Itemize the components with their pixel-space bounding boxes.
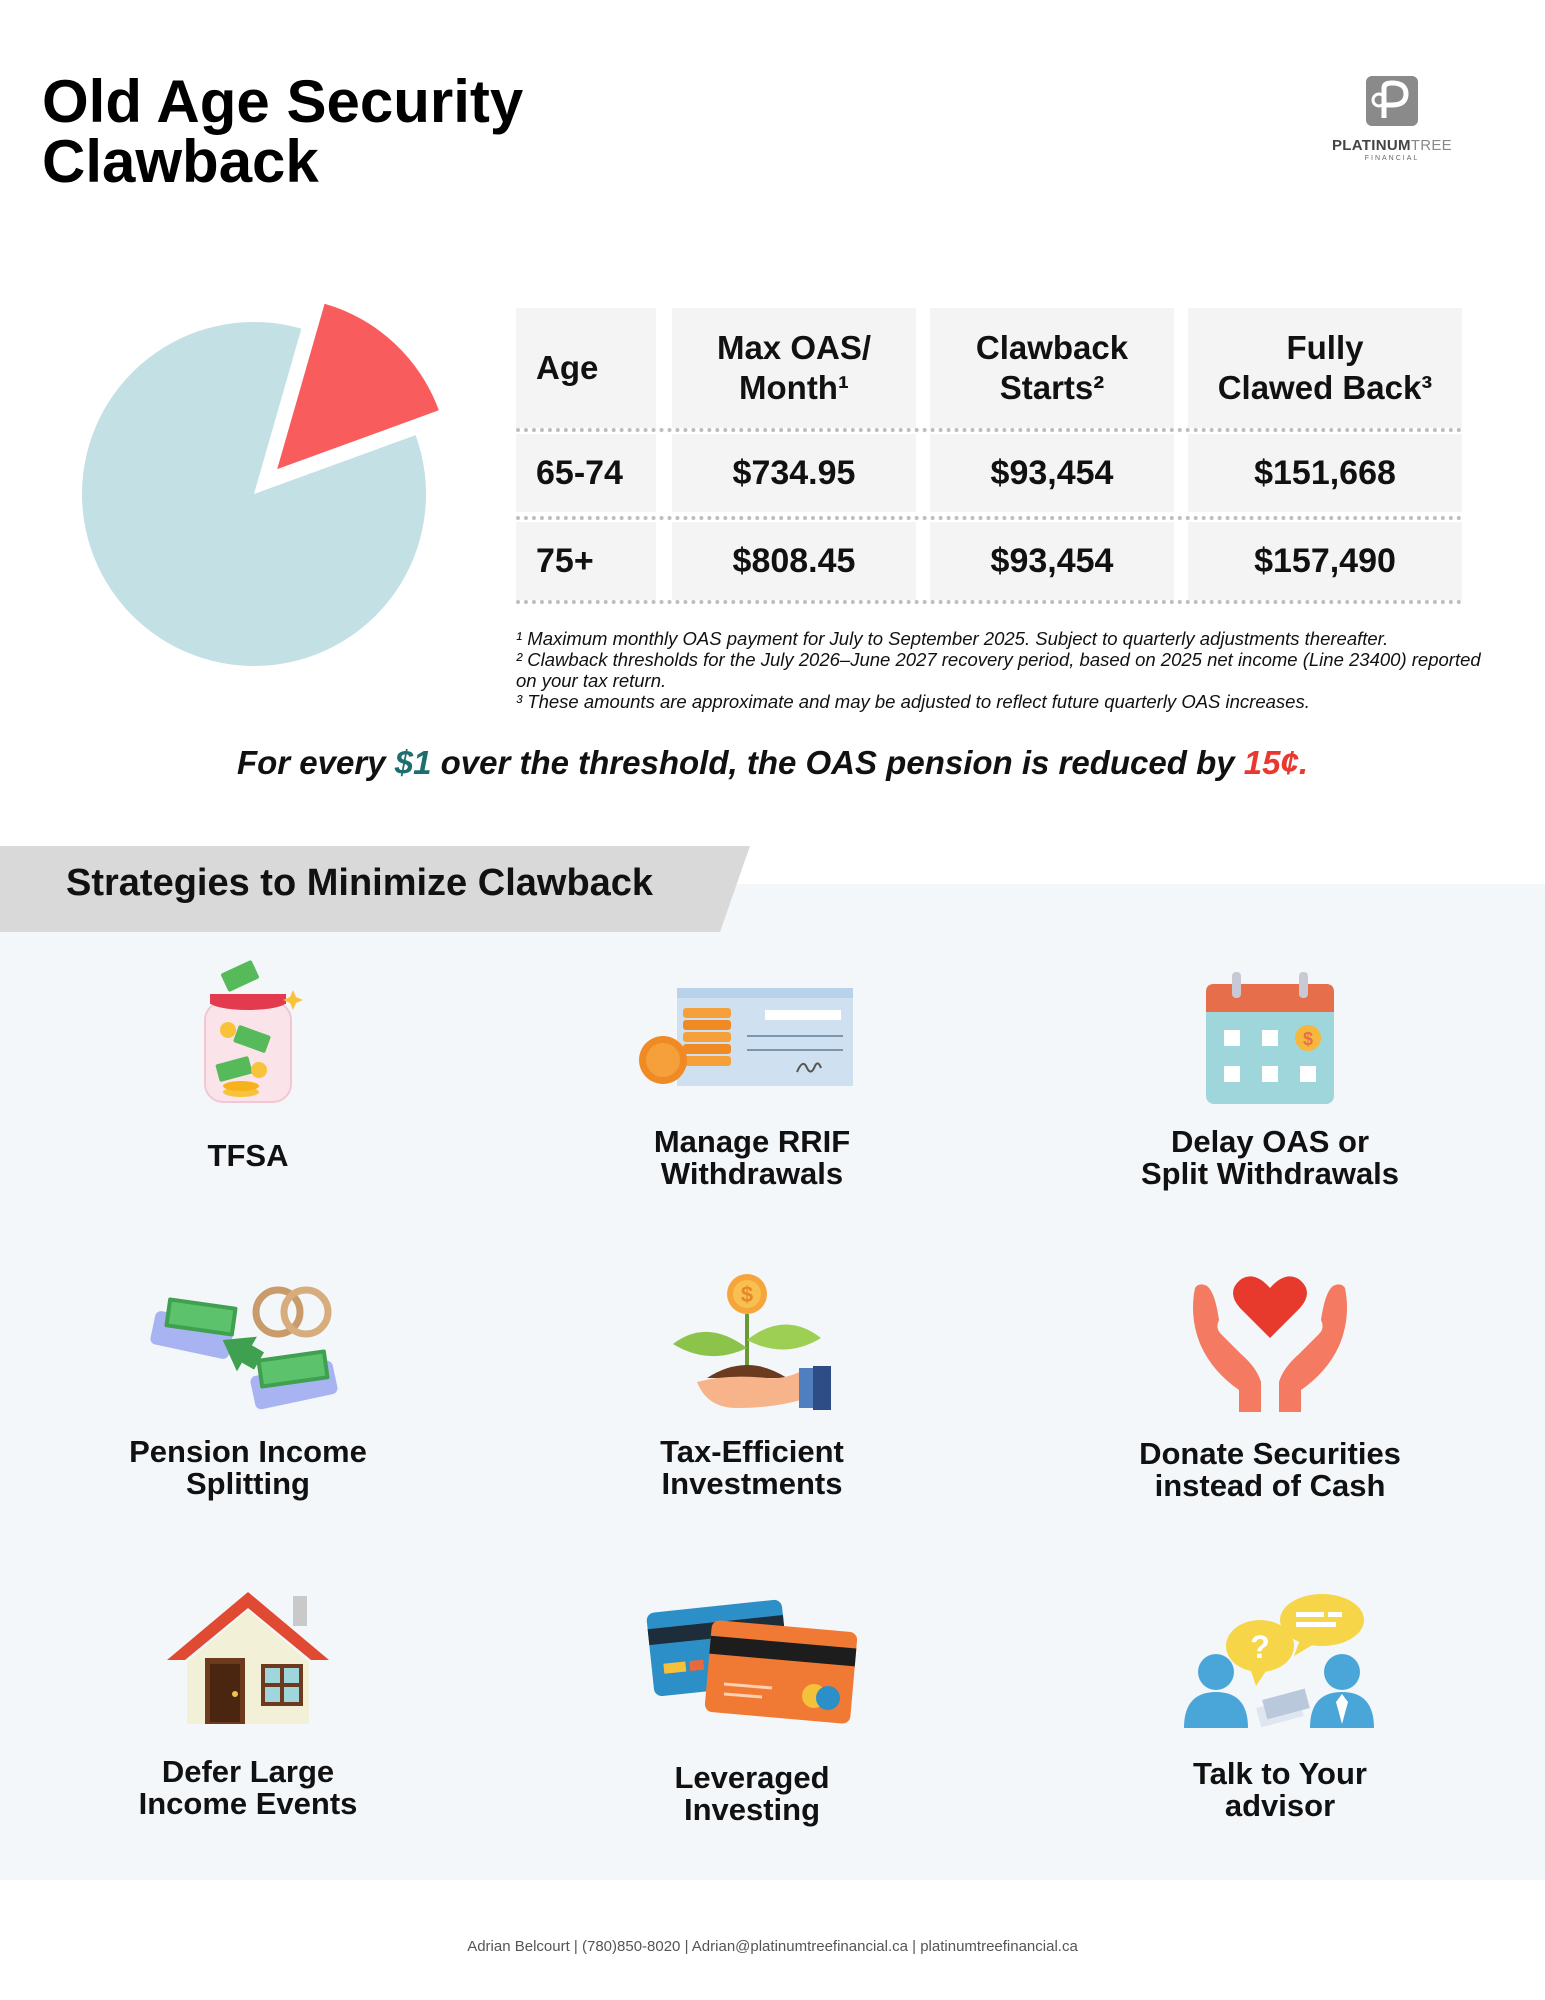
svg-text:$: $: [1303, 1029, 1313, 1049]
cell-age: 75+: [516, 522, 656, 600]
strategy-delay-oas: $ Delay OAS or Split Withdrawals: [1070, 970, 1470, 1190]
svg-text:?: ?: [1250, 1629, 1270, 1665]
hands-heart-icon: [1193, 1276, 1347, 1412]
strategies-banner: [0, 846, 750, 932]
strategy-label: Defer Large Income Events: [138, 1754, 358, 1821]
footnote-3: ³ These amounts are approximate and may …: [516, 691, 1310, 712]
table-divider: [516, 516, 1462, 520]
header-max-oas: Max OAS/Month¹: [672, 308, 916, 428]
strategies-title: Strategies to Minimize Clawback: [66, 862, 654, 904]
clawback-rule: For every $1 over the threshold, the OAS…: [236, 744, 1309, 781]
cell-fully-clawed-back: $151,668: [1188, 434, 1462, 512]
header-fully-clawed-back: Fully Clawed Back³: [1188, 308, 1462, 428]
clawback-pie-chart: [81, 303, 439, 666]
cell-clawback-starts: $93,454: [930, 434, 1174, 512]
strategy-defer-income: Defer Large Income Events: [48, 1588, 448, 1821]
strategy-pension-splitting: Pension Income Splitting: [48, 1276, 448, 1506]
contact-footer: Adrian Belcourt | (780)850-8020 | Adrian…: [467, 1938, 1078, 1955]
dollar-amount: $1: [394, 744, 432, 781]
house-icon: [167, 1592, 329, 1724]
strategy-manage-rrif: Manage RRIF Withdrawals: [552, 980, 952, 1200]
strategy-label: TFSA: [207, 1138, 289, 1173]
strategy-label: Leveraged Investing: [674, 1760, 830, 1827]
strategy-leveraged-investing: Leveraged Investing: [552, 1592, 952, 1826]
credit-cards-icon: [646, 1599, 858, 1724]
title-line-2: Clawback: [42, 128, 319, 195]
cell-fully-clawed-back: $157,490: [1188, 522, 1462, 600]
strategy-tfsa: TFSA: [48, 960, 448, 1180]
strategy-tax-efficient: $ Tax-Efficient Investments: [552, 1270, 952, 1500]
money-jar-icon: [204, 960, 303, 1103]
company-logo: PLATINUMTREE FINANCIAL: [1322, 74, 1462, 174]
table-divider: [516, 428, 1462, 432]
footnote-1: ¹ Maximum monthly OAS payment for July t…: [516, 628, 1389, 649]
title-line-1: Old Age Security: [42, 68, 524, 135]
reduction-amount: 15¢.: [1243, 744, 1309, 781]
svg-text:$: $: [741, 1282, 753, 1307]
strategy-label: Manage RRIF Withdrawals: [653, 1124, 851, 1191]
footnote-2: ² Clawback thresholds for the July 2026–…: [516, 649, 1481, 691]
strategy-talk-advisor: ? Talk to Your advisor: [1080, 1590, 1480, 1823]
calendar-dollar-icon: $: [1206, 972, 1334, 1104]
header-clawback-starts: Clawback Starts²: [930, 308, 1174, 428]
logo-mark-icon: [1366, 76, 1418, 126]
strategy-label: Pension Income Splitting: [129, 1434, 367, 1501]
footnotes: ¹ Maximum monthly OAS payment for July t…: [516, 628, 1496, 712]
logo-brand: PLATINUMTREE: [1332, 137, 1452, 154]
pie-slice-clawback: [277, 303, 439, 470]
strategy-label: Delay OAS or Split Withdrawals: [1140, 1124, 1400, 1191]
cell-clawback-starts: $93,454: [930, 522, 1174, 600]
header-age: Age: [516, 308, 656, 428]
pie-slice-main: [81, 321, 426, 666]
strategy-donate-securities: Donate Securities instead of Cash: [1070, 1268, 1470, 1502]
cell-age: 65-74: [516, 434, 656, 512]
strategy-label: Donate Securities instead of Cash: [1139, 1436, 1401, 1503]
money-plant-icon: $: [673, 1274, 831, 1410]
table-divider: [516, 600, 1462, 604]
logo-subtitle: FINANCIAL: [1364, 155, 1420, 162]
strategy-label: Tax-Efficient Investments: [660, 1434, 844, 1501]
strategy-label: Talk to Your advisor: [1193, 1756, 1367, 1823]
advisor-chat-icon: ?: [1184, 1594, 1374, 1728]
cheque-coins-icon: [639, 988, 853, 1086]
cell-max-oas: $808.45: [672, 522, 916, 600]
rings-money-transfer-icon: [150, 1286, 338, 1410]
cell-max-oas: $734.95: [672, 434, 916, 512]
page-title: Old Age Security Clawback: [42, 72, 523, 192]
